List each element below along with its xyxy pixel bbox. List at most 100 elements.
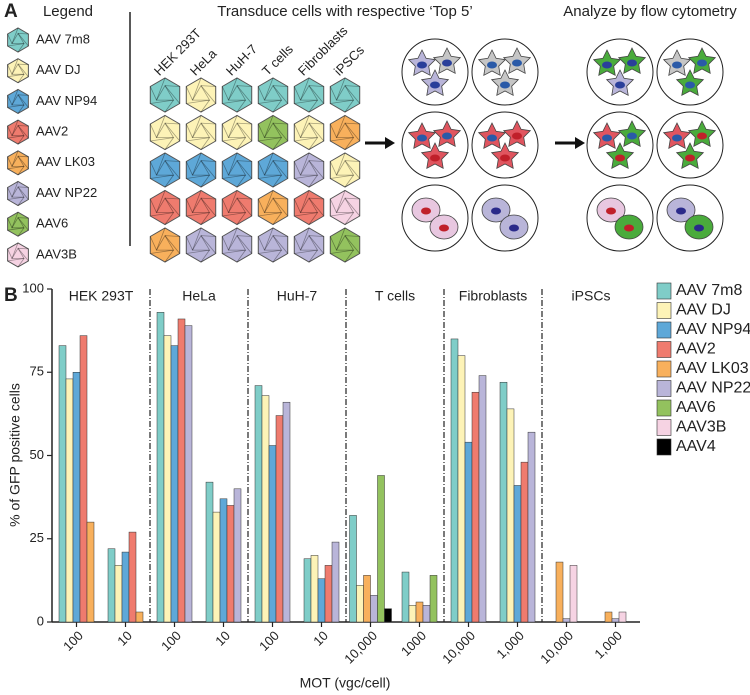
capsid-edge	[200, 160, 217, 179]
capsid-edge	[236, 235, 253, 254]
capsid-edge	[344, 85, 361, 104]
capsid-edge	[228, 115, 238, 138]
capsid-edge	[308, 99, 318, 113]
capsid-edge	[308, 122, 325, 142]
capsid-edge	[164, 160, 180, 162]
capsid-icon	[221, 189, 253, 226]
capsid-icon	[185, 189, 217, 226]
capsid-icon	[7, 88, 29, 114]
capsid-edge	[11, 119, 19, 136]
capsid-face	[191, 197, 211, 214]
y-tick-label: 50	[30, 447, 44, 462]
capsid-edge	[308, 197, 324, 200]
legend-swatch	[656, 302, 672, 319]
capsid-icon	[185, 227, 217, 263]
legend-label: AAV LK03	[676, 360, 749, 377]
legend-label: AAV NP22	[676, 380, 750, 397]
bar	[356, 585, 364, 623]
capsid-edge	[221, 198, 229, 213]
capsid-edge	[300, 227, 310, 251]
capsid-face	[335, 84, 355, 101]
capsid-face	[11, 186, 25, 198]
capsid-icon	[293, 189, 325, 226]
capsid-edge	[200, 160, 216, 162]
capsid-icon	[185, 114, 217, 151]
group-label: HuH-7	[277, 288, 318, 304]
capsid-face	[11, 94, 25, 106]
capsid-edge	[17, 217, 29, 219]
capsid-edge	[330, 174, 354, 179]
capsid-edge	[308, 137, 318, 150]
capsid-edge	[329, 236, 337, 251]
capsid-face	[263, 197, 283, 214]
step-label: Analyze by flow cytometry	[563, 3, 737, 20]
bar	[618, 611, 627, 623]
capsid-edge	[344, 174, 354, 188]
capsid-edge	[200, 212, 210, 225]
capsid-body	[329, 189, 361, 226]
capsid-edge	[308, 235, 324, 237]
capsid-icon	[329, 152, 361, 188]
legend-swatch	[656, 360, 672, 378]
capsid-edge	[236, 197, 252, 200]
capsid-edge	[164, 212, 174, 225]
legend-swatch	[656, 282, 672, 300]
capsid-face	[299, 122, 319, 139]
capsid-edge	[272, 197, 288, 200]
capsid-face	[227, 234, 247, 251]
capsid-body	[7, 58, 29, 84]
capsid-edge	[221, 161, 229, 176]
nucleus	[672, 134, 682, 142]
capsid-edge	[11, 181, 19, 198]
capsid-edge	[300, 77, 310, 101]
capsid-edge	[272, 197, 289, 217]
capsid-icon	[257, 189, 289, 226]
capsid-edge	[293, 123, 301, 138]
bar	[401, 571, 410, 623]
capsid-edge	[236, 160, 253, 179]
capsid-edge	[17, 217, 29, 231]
capsid-edge	[236, 235, 252, 237]
capsid-edge	[344, 85, 360, 87]
capsid-edge	[17, 258, 25, 268]
capsid-icon	[293, 114, 325, 151]
capsid-edge	[344, 249, 354, 263]
capsid-edge	[185, 198, 193, 213]
bar	[163, 335, 172, 623]
bar	[170, 345, 179, 623]
capsid-edge	[17, 94, 29, 96]
arrow-head	[575, 137, 585, 149]
capsid-face	[11, 32, 25, 44]
group-label: T cells	[375, 288, 415, 304]
capsid-edge	[257, 236, 265, 251]
capsid-edge	[192, 152, 202, 176]
capsid-edge	[185, 86, 193, 101]
capsid-edge	[236, 212, 246, 225]
x-tick-label: 10	[212, 628, 233, 649]
bar	[384, 608, 392, 623]
capsid-face	[335, 159, 355, 176]
capsid-face	[191, 122, 211, 139]
legend-label: AAV NP94	[36, 93, 97, 108]
capsid-icon	[329, 189, 361, 226]
capsid-edge	[17, 94, 29, 108]
bar	[604, 611, 613, 623]
capsid-edge	[336, 152, 346, 176]
capsid-body	[7, 88, 29, 114]
capsid-edge	[222, 249, 246, 254]
capsid-edge	[344, 197, 360, 200]
legend-label: AAV6	[36, 216, 68, 231]
capsid-edge	[293, 86, 301, 101]
bar	[562, 618, 571, 623]
capsid-face	[263, 234, 283, 251]
capsid-edge	[329, 161, 337, 176]
capsid-edge	[17, 125, 29, 127]
capsid-body	[185, 227, 217, 263]
capsid-edge	[7, 33, 13, 44]
legend-label: AAV4	[676, 438, 716, 455]
capsid-edge	[186, 137, 210, 142]
capsid-edge	[150, 212, 174, 217]
bar	[527, 431, 536, 623]
capsid-edge	[294, 99, 318, 104]
